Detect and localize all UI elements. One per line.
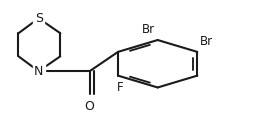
Text: Br: Br [142,23,155,36]
Text: S: S [35,12,43,25]
Text: Br: Br [200,35,213,48]
Text: F: F [117,81,124,94]
Text: O: O [85,100,95,113]
Text: N: N [34,65,43,78]
